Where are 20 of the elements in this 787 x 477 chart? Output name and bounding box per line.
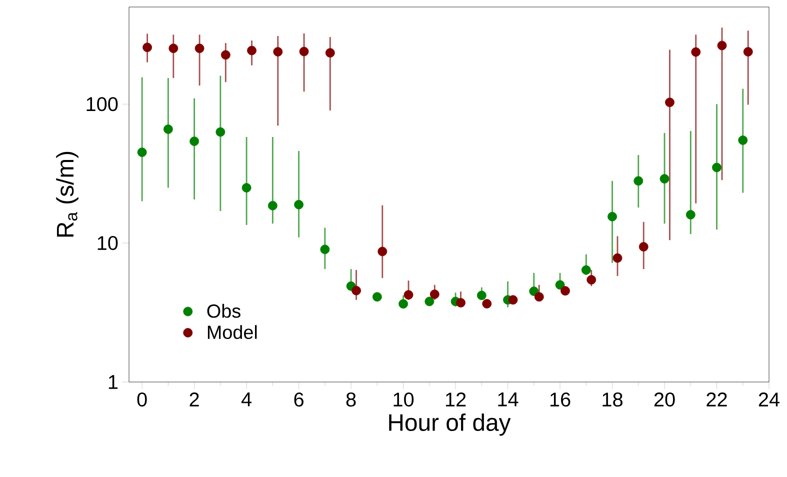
x-tick-label: 2 <box>190 392 199 406</box>
x-axis-title: Hour of day <box>389 413 511 436</box>
y-tick-label: 10 <box>98 236 118 250</box>
legend-label: Model <box>208 325 257 340</box>
x-tick-label: 8 <box>346 392 356 407</box>
x-tick-label: 10 <box>394 392 414 407</box>
x-tick-label: 20 <box>654 392 675 407</box>
y-axis-title: R$_{a}$ (s/m) <box>56 152 78 237</box>
y-tick-label: 1 <box>108 375 118 389</box>
y-tick-label: 100 <box>86 97 118 112</box>
x-tick-label: 16 <box>550 392 570 407</box>
x-tick-label: 24 <box>758 392 780 406</box>
x-tick-label: 18 <box>602 392 622 407</box>
x-tick-label: 4 <box>241 392 252 406</box>
legend-label: Obs <box>207 304 240 318</box>
x-tick-label: 12 <box>446 392 466 406</box>
x-tick-label: 0 <box>137 392 147 407</box>
x-tick-label: 22 <box>706 392 727 406</box>
x-tick-label: 14 <box>498 392 518 406</box>
x-tick-label: 6 <box>294 392 304 407</box>
